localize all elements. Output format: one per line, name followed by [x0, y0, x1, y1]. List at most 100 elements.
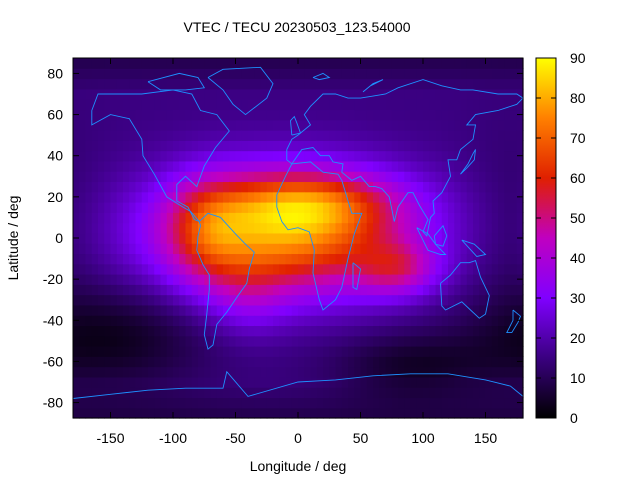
heatmap-cell	[248, 284, 255, 296]
heatmap-cell	[373, 109, 380, 121]
heatmap-cell	[310, 387, 318, 399]
heatmap-cell	[248, 263, 255, 275]
heatmap-cell	[329, 366, 337, 378]
heatmap-cell	[266, 325, 274, 337]
heatmap-cell	[416, 294, 424, 306]
heatmap-cell	[154, 212, 162, 224]
heatmap-cell	[466, 397, 474, 409]
heatmap-cell	[435, 407, 443, 419]
heatmap-cell	[141, 243, 149, 255]
heatmap-cell	[204, 150, 212, 162]
heatmap-cell	[354, 335, 362, 347]
heatmap-cell	[510, 387, 518, 399]
heatmap-cell	[254, 119, 262, 131]
heatmap-cell	[335, 294, 343, 306]
heatmap-cell	[485, 68, 493, 80]
heatmap-cell	[123, 243, 130, 255]
heatmap-cell	[154, 171, 162, 183]
heatmap-cell	[404, 68, 412, 80]
heatmap-cell	[291, 284, 299, 296]
heatmap-cell	[479, 140, 487, 152]
heatmap-cell	[429, 376, 437, 388]
heatmap-cell	[441, 58, 449, 69]
heatmap-cell	[429, 212, 437, 224]
heatmap-cell	[391, 88, 399, 100]
heatmap-cell	[404, 356, 412, 368]
heatmap-cell	[266, 140, 274, 152]
heatmap-cell	[398, 160, 405, 172]
heatmap-cell	[223, 397, 230, 409]
heatmap-cell	[416, 202, 424, 213]
heatmap-cell	[498, 150, 505, 162]
heatmap-cell	[185, 232, 193, 244]
heatmap-cell	[341, 212, 349, 224]
heatmap-cell	[210, 191, 218, 203]
heatmap-cell	[148, 243, 155, 255]
heatmap-cell	[191, 387, 199, 399]
heatmap-cell	[341, 325, 349, 337]
heatmap-cell	[429, 202, 437, 213]
heatmap-cell	[241, 346, 249, 357]
heatmap-cell	[341, 376, 349, 388]
heatmap-cell	[116, 140, 124, 152]
heatmap-cell	[479, 68, 487, 80]
heatmap-cell	[391, 78, 399, 90]
heatmap-cell	[285, 181, 293, 193]
heatmap-cell	[379, 356, 387, 368]
heatmap-cell	[285, 376, 293, 388]
heatmap-cell	[379, 304, 387, 316]
heatmap-cell	[348, 397, 355, 409]
heatmap-cell	[354, 109, 362, 121]
heatmap-cell	[79, 243, 87, 255]
heatmap-cell	[298, 130, 305, 141]
heatmap-cell	[454, 160, 462, 172]
heatmap-cell	[291, 356, 299, 368]
heatmap-cell	[310, 109, 318, 121]
heatmap-cell	[510, 376, 518, 388]
heatmap-cell	[298, 68, 305, 80]
heatmap-cell	[273, 119, 280, 131]
y-tick-label: 0	[55, 230, 63, 246]
heatmap-cell	[248, 222, 255, 234]
heatmap-cell	[116, 366, 124, 378]
heatmap-cell	[404, 397, 412, 409]
heatmap-cell	[491, 232, 499, 244]
heatmap-cell	[241, 356, 249, 368]
heatmap-cell	[498, 78, 505, 90]
heatmap-cell	[266, 222, 274, 234]
heatmap-cell	[373, 253, 380, 265]
heatmap-cell	[141, 356, 149, 368]
heatmap-cell	[291, 212, 299, 224]
heatmap-cell	[485, 88, 493, 100]
heatmap-cell	[310, 212, 318, 224]
heatmap-cell	[360, 243, 368, 255]
heatmap-cell	[429, 243, 437, 255]
heatmap-cell	[179, 284, 187, 296]
heatmap-cell	[254, 243, 262, 255]
heatmap-cell	[73, 58, 80, 69]
heatmap-cell	[354, 222, 362, 234]
heatmap-cell	[329, 191, 337, 203]
heatmap-cell	[404, 202, 412, 213]
heatmap-cell	[279, 253, 287, 265]
heatmap-cell	[129, 253, 137, 265]
heatmap-cell	[416, 130, 424, 141]
heatmap-cell	[473, 397, 480, 409]
heatmap-cell	[116, 335, 124, 347]
heatmap-cell	[98, 119, 105, 131]
heatmap-cell	[235, 191, 243, 203]
heatmap-cell	[379, 119, 387, 131]
heatmap-cell	[516, 366, 524, 378]
heatmap-cell	[410, 99, 418, 111]
heatmap-cell	[466, 58, 474, 69]
heatmap-cell	[185, 181, 193, 193]
heatmap-cell	[398, 88, 405, 100]
heatmap-cell	[123, 232, 130, 244]
heatmap-cell	[398, 325, 405, 337]
heatmap-cell	[135, 130, 143, 141]
heatmap-cell	[279, 191, 287, 203]
heatmap-cell	[516, 119, 524, 131]
heatmap-cell	[510, 346, 518, 357]
heatmap-cell	[154, 346, 162, 357]
heatmap-cell	[285, 150, 293, 162]
